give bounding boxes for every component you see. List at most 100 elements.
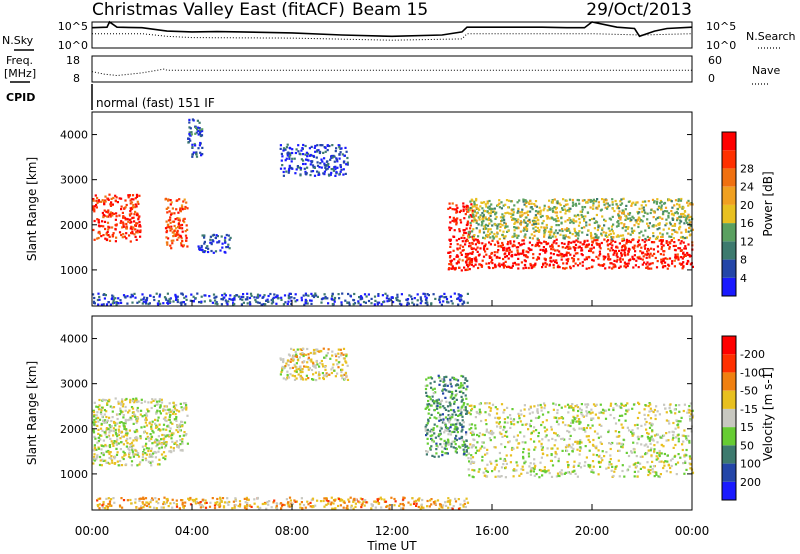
heatmap-cell (228, 238, 231, 241)
heatmap-cell (426, 431, 429, 434)
heatmap-cell (130, 198, 133, 201)
heatmap-cell (651, 198, 655, 201)
heatmap-cell (158, 423, 161, 426)
heatmap-cell (470, 457, 473, 460)
heatmap-cell (575, 204, 578, 207)
heatmap-cell (429, 447, 432, 450)
heatmap-cell (138, 230, 141, 233)
heatmap-cell (103, 398, 106, 402)
heatmap-cell (545, 223, 548, 227)
heatmap-cell (524, 225, 527, 228)
colorbar-tick-label: 4 (740, 272, 747, 285)
heatmap-cell (686, 251, 689, 255)
heatmap-cell (614, 422, 618, 425)
heatmap-cell (597, 473, 600, 476)
heatmap-cell (282, 358, 285, 361)
heatmap-cell (571, 198, 574, 202)
heatmap-cell (105, 415, 108, 419)
heatmap-cell (513, 261, 516, 264)
heatmap-cell (613, 417, 616, 420)
heatmap-cell (530, 264, 533, 267)
heatmap-cell (378, 301, 381, 304)
heatmap-cell (305, 374, 308, 377)
heatmap-cell (637, 225, 640, 229)
heatmap-cell (536, 411, 539, 414)
heatmap-cell (117, 464, 120, 467)
heatmap-cell (667, 243, 670, 246)
heatmap-cell (499, 426, 502, 429)
heatmap-cell (552, 248, 555, 251)
heatmap-cell (523, 254, 526, 257)
heatmap-cell (592, 236, 595, 239)
heatmap-cell (299, 352, 302, 355)
heatmap-cell (508, 253, 511, 256)
heatmap-cell (529, 425, 532, 428)
heatmap-cell (143, 296, 146, 299)
heatmap-cell (472, 213, 475, 216)
heatmap-cell (545, 434, 548, 437)
heatmap-cell (471, 242, 474, 245)
heatmap-cell (585, 267, 588, 270)
heatmap-cell (470, 454, 473, 457)
heatmap-cell (323, 356, 326, 359)
heatmap-cell (608, 460, 611, 464)
heatmap-cell (340, 301, 343, 304)
heatmap-cell (590, 418, 593, 421)
heatmap-cell (527, 448, 530, 451)
heatmap-cell (229, 294, 232, 297)
heatmap-cell (671, 457, 674, 460)
heatmap-cell (572, 465, 575, 468)
heatmap-cell (142, 451, 145, 454)
heatmap-cell (265, 299, 268, 302)
heatmap-cell (448, 228, 451, 232)
heatmap-cell (151, 460, 154, 463)
heatmap-cell (454, 389, 458, 392)
heatmap-cell (457, 386, 461, 389)
heatmap-cell (288, 157, 291, 160)
heatmap-cell (323, 164, 326, 167)
heatmap-cell (105, 436, 108, 439)
heatmap-cell (580, 226, 583, 230)
heatmap-cell (505, 199, 509, 202)
heatmap-cell (209, 299, 212, 303)
heatmap-cell (469, 260, 472, 263)
heatmap-cell (286, 154, 289, 157)
heatmap-cell (530, 233, 533, 236)
heatmap-cell (216, 241, 219, 244)
heatmap-cell (201, 128, 204, 131)
heatmap-cell (114, 428, 117, 431)
heatmap-cell (148, 455, 151, 458)
heatmap-cell (523, 435, 526, 438)
heatmap-cell (532, 227, 535, 230)
heatmap-cell (513, 232, 516, 235)
heatmap-cell (645, 253, 648, 256)
heatmap-cell (155, 441, 158, 444)
heatmap-cell (571, 450, 574, 453)
heatmap-cell (669, 459, 673, 462)
heatmap-cell (516, 250, 519, 253)
heatmap-cell (168, 430, 171, 433)
heatmap-cell (136, 420, 139, 423)
heatmap-cell (330, 298, 333, 301)
heatmap-cell (124, 405, 127, 409)
heatmap-cell (592, 417, 595, 420)
heatmap-cell (217, 241, 220, 244)
heatmap-cell (128, 194, 131, 197)
heatmap-cell (106, 403, 109, 406)
heatmap-cell (446, 384, 449, 387)
heatmap-cell (342, 353, 345, 356)
heatmap-cell (134, 449, 137, 452)
heatmap-cell (474, 256, 477, 259)
heatmap-cell (172, 449, 175, 452)
heatmap-cell (525, 250, 528, 253)
heatmap-cell (357, 300, 360, 303)
heatmap-cell (585, 258, 588, 261)
heatmap-cell (311, 170, 315, 173)
heatmap-cell (591, 460, 595, 463)
heatmap-cell (242, 293, 245, 296)
heatmap-cell (537, 222, 540, 225)
heatmap-cell (184, 234, 188, 237)
heatmap-cell (462, 392, 465, 395)
heatmap-cell (145, 412, 148, 415)
heatmap-cell (609, 218, 613, 221)
